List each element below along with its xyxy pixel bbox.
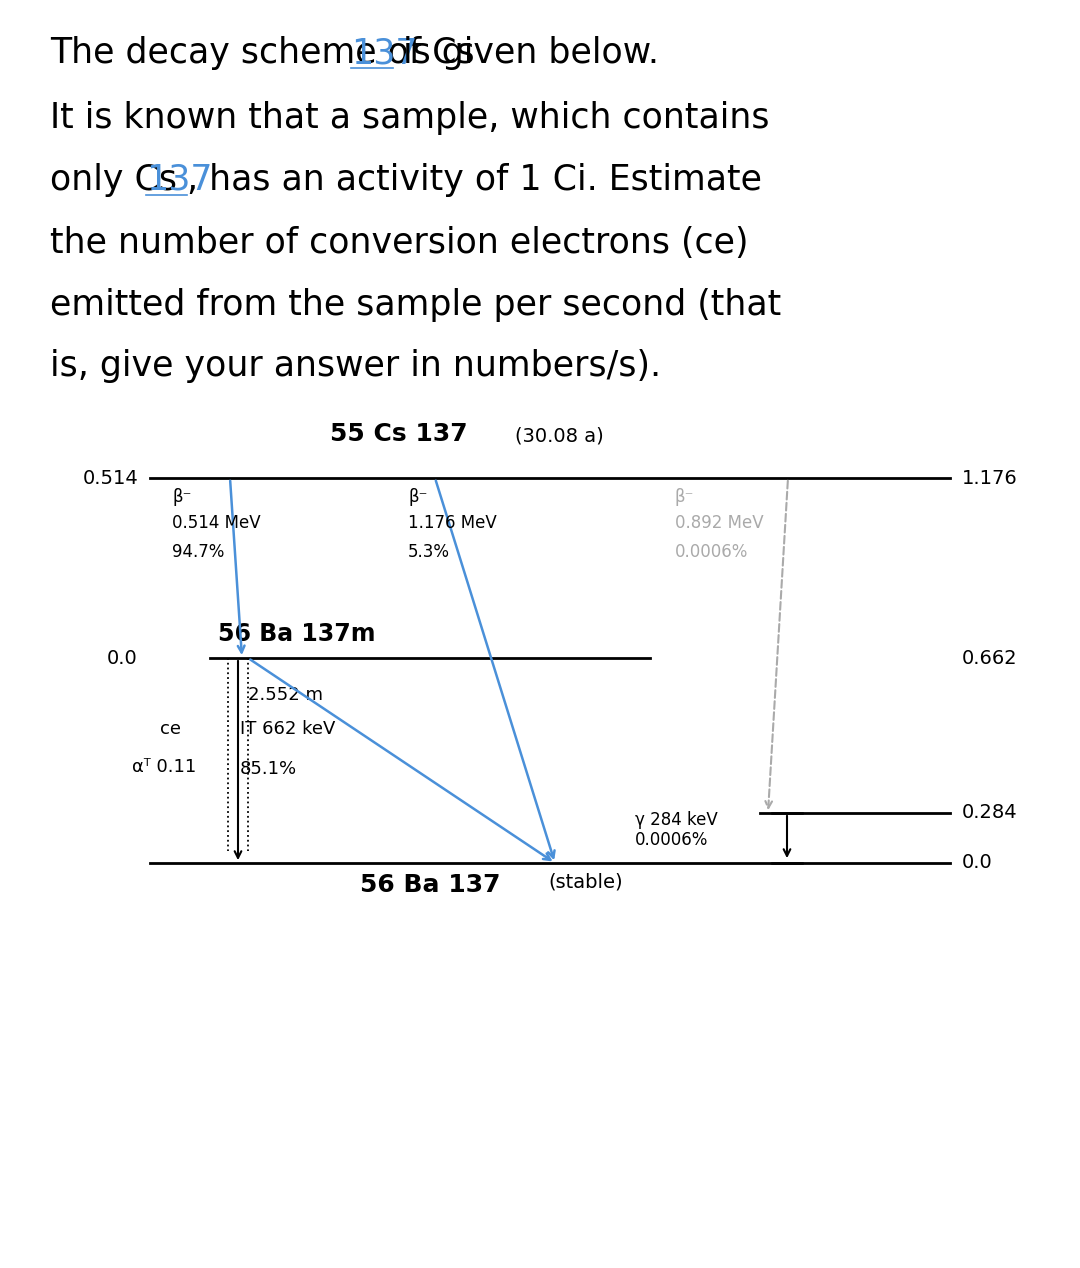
- Text: The decay scheme of Cs: The decay scheme of Cs: [50, 36, 474, 70]
- Text: β⁻: β⁻: [172, 488, 191, 506]
- Text: 137: 137: [351, 36, 418, 70]
- Text: 56 Ba 137m: 56 Ba 137m: [218, 623, 376, 645]
- Text: only Cs: only Cs: [50, 164, 177, 197]
- Text: emitted from the sample per second (that: emitted from the sample per second (that: [50, 288, 781, 322]
- Text: 0.0: 0.0: [962, 853, 993, 872]
- Text: is, give your answer in numbers/s).: is, give your answer in numbers/s).: [50, 349, 661, 383]
- Text: 0.662: 0.662: [962, 648, 1017, 667]
- Text: It is known that a sample, which contains: It is known that a sample, which contain…: [50, 101, 769, 134]
- Text: 1.176 MeV: 1.176 MeV: [408, 514, 497, 533]
- Text: β⁻: β⁻: [408, 488, 428, 506]
- Text: (30.08 a): (30.08 a): [515, 427, 604, 446]
- Text: 0.0: 0.0: [107, 648, 138, 667]
- Text: , has an activity of 1 Ci. Estimate: , has an activity of 1 Ci. Estimate: [187, 164, 762, 197]
- Text: 5.3%: 5.3%: [408, 543, 450, 560]
- Text: γ 284 keV
0.0006%: γ 284 keV 0.0006%: [635, 810, 718, 850]
- Text: IT 662 keV: IT 662 keV: [240, 720, 336, 738]
- Text: 0.514 MeV: 0.514 MeV: [172, 514, 260, 533]
- Text: 94.7%: 94.7%: [172, 543, 225, 560]
- Text: αᵀ 0.11: αᵀ 0.11: [132, 758, 197, 776]
- Text: 0.514: 0.514: [82, 468, 138, 487]
- Text: ce: ce: [160, 720, 181, 738]
- Text: 0.0006%: 0.0006%: [675, 543, 748, 560]
- Text: 137: 137: [146, 164, 213, 197]
- Text: (stable): (stable): [548, 872, 623, 891]
- Text: 2.552 m: 2.552 m: [248, 686, 323, 704]
- Text: 0.284: 0.284: [962, 804, 1017, 823]
- Text: 1.176: 1.176: [962, 468, 1017, 487]
- Text: is given below.: is given below.: [392, 36, 660, 70]
- Text: 85.1%: 85.1%: [240, 760, 297, 779]
- Text: 56 Ba 137: 56 Ba 137: [360, 872, 500, 896]
- Text: 55 Cs 137: 55 Cs 137: [330, 422, 468, 446]
- Text: β⁻: β⁻: [675, 488, 694, 506]
- Text: the number of conversion electrons (ce): the number of conversion electrons (ce): [50, 226, 748, 260]
- Text: 0.892 MeV: 0.892 MeV: [675, 514, 764, 533]
